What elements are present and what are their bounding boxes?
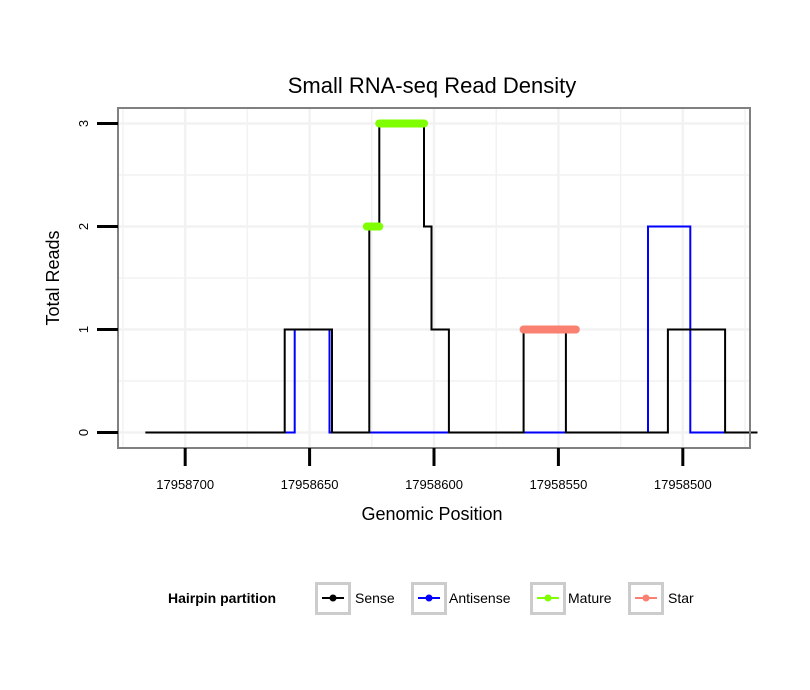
legend-item-sense: Sense bbox=[315, 582, 395, 615]
legend-key-dot bbox=[544, 594, 552, 602]
legend-key-dot bbox=[642, 594, 650, 602]
series-line-sense bbox=[145, 122, 758, 434]
legend-item-mature: Mature bbox=[530, 582, 612, 615]
legend-label: Sense bbox=[355, 590, 395, 606]
legend-label: Antisense bbox=[449, 590, 511, 606]
legend-label: Mature bbox=[568, 590, 612, 606]
legend: Hairpin partition Sense Antisense Mature St… bbox=[168, 582, 694, 615]
legend-label: Star bbox=[668, 590, 694, 606]
x-tick-label: 17958650 bbox=[281, 477, 339, 492]
x-tick-label: 17958700 bbox=[156, 477, 214, 492]
x-tick-label: 17958500 bbox=[654, 477, 712, 492]
y-tick-label: 3 bbox=[76, 120, 91, 127]
grid-lines bbox=[118, 108, 750, 448]
chart-title: Small RNA-seq Read Density bbox=[288, 73, 577, 98]
y-tick-label: 0 bbox=[76, 429, 91, 436]
y-axis: 0 1 2 3 bbox=[76, 120, 118, 436]
x-tick-label: 17958600 bbox=[405, 477, 463, 492]
legend-title: Hairpin partition bbox=[168, 590, 276, 606]
y-tick-label: 2 bbox=[76, 223, 91, 230]
legend-key-dot bbox=[425, 594, 433, 602]
legend-item-antisense: Antisense bbox=[411, 582, 511, 615]
series-layer bbox=[145, 119, 758, 434]
x-axis: 17958700 17958650 17958600 17958550 17958500 bbox=[156, 448, 712, 492]
y-axis-title: Total Reads bbox=[43, 230, 63, 325]
legend-key-dot bbox=[329, 594, 337, 602]
y-tick-label: 1 bbox=[76, 326, 91, 333]
x-axis-title: Genomic Position bbox=[361, 504, 502, 524]
legend-item-star: Star bbox=[628, 582, 694, 615]
x-tick-label: 17958550 bbox=[529, 477, 587, 492]
